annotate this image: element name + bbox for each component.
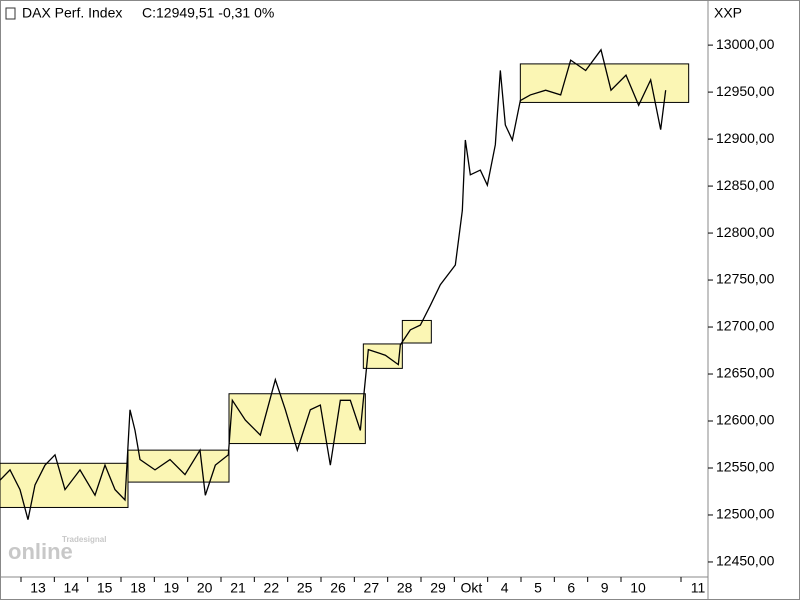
- x-tick-label: 4: [501, 580, 509, 596]
- range-box: [228, 393, 366, 445]
- symbol-icon: [5, 7, 16, 20]
- y-tick-label: 12900,00: [716, 130, 775, 146]
- y-tick-label: 12750,00: [716, 271, 775, 287]
- range-box: [127, 449, 230, 483]
- y-tick-label: 12550,00: [716, 459, 775, 475]
- x-tick-label: 6: [567, 580, 575, 596]
- x-tick-label: 5: [534, 580, 542, 596]
- x-tick-label: 13: [30, 580, 46, 596]
- x-tick-label: 15: [97, 580, 113, 596]
- x-tick-label: Okt: [460, 580, 482, 596]
- x-tick-label: 29: [430, 580, 446, 596]
- price-line: [0, 48, 667, 520]
- watermark: online: [8, 539, 73, 564]
- y-tick-label: 12850,00: [716, 177, 775, 193]
- watermark: Tradesignal: [62, 535, 106, 544]
- x-tick-label: 19: [164, 580, 180, 596]
- y-tick-label: 12800,00: [716, 224, 775, 240]
- quote: C:12949,51 -0,31 0%: [142, 5, 274, 21]
- y-tick-label: 12950,00: [716, 83, 775, 99]
- x-tick-label: 25: [297, 580, 313, 596]
- y-tick-label: 13000,00: [716, 36, 775, 52]
- y-tick-label: 12450,00: [716, 553, 775, 569]
- y-tick-label: 12500,00: [716, 506, 775, 522]
- range-box: [519, 63, 690, 103]
- x-tick-label: 21: [230, 580, 246, 596]
- x-tick-label: 10: [630, 580, 646, 596]
- x-tick-label: 11: [691, 580, 706, 596]
- y-tick-label: 12700,00: [716, 318, 775, 334]
- x-tick-label: 22: [264, 580, 280, 596]
- x-tick-label: 28: [397, 580, 413, 596]
- x-tick-label: 18: [130, 580, 146, 596]
- x-tick-label: 27: [364, 580, 380, 596]
- y-tick-label: 12600,00: [716, 412, 775, 428]
- y-axis-label: XXP: [714, 5, 742, 21]
- chart-title: DAX Perf. Index: [22, 5, 122, 21]
- range-box: [401, 319, 432, 344]
- x-tick-label: 9: [601, 580, 609, 596]
- x-tick-label: 26: [330, 580, 346, 596]
- y-tick-label: 12650,00: [716, 365, 775, 381]
- range-box: [362, 343, 403, 369]
- x-tick-label: 14: [64, 580, 80, 596]
- x-tick-label: 20: [197, 580, 213, 596]
